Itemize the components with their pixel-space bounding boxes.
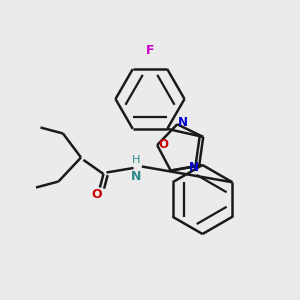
Text: H: H: [132, 155, 141, 165]
Text: O: O: [92, 188, 102, 202]
Text: N: N: [131, 170, 142, 183]
Text: F: F: [146, 44, 154, 57]
Text: N: N: [189, 160, 199, 174]
Text: O: O: [159, 138, 169, 151]
Text: N: N: [178, 116, 188, 129]
